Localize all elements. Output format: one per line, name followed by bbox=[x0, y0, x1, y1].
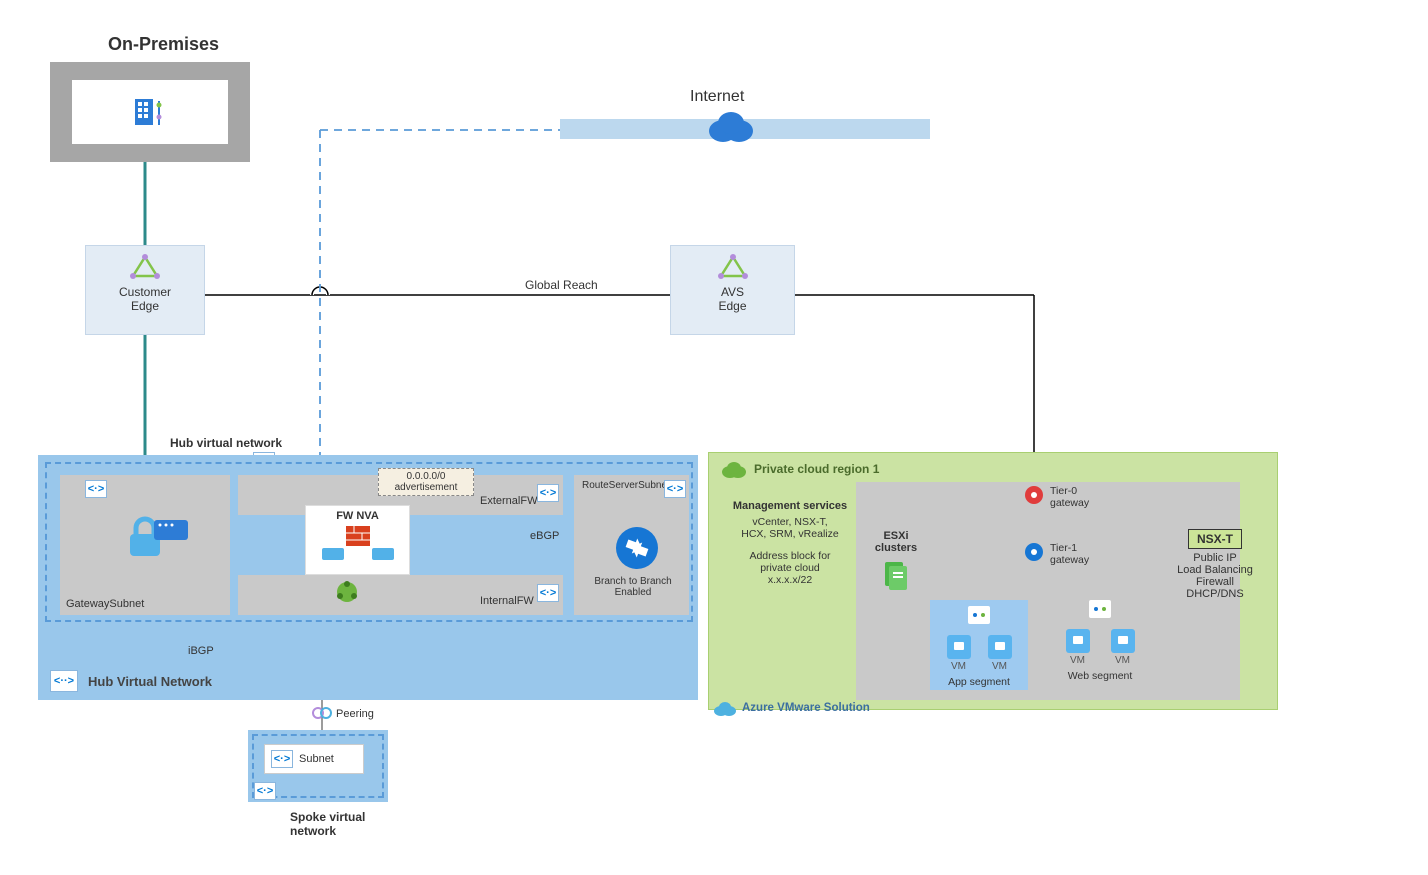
spoke-subnet-box: <·> Subnet bbox=[264, 744, 364, 774]
app-vm1-label: VM bbox=[947, 661, 971, 672]
nsx-l1: Public IP bbox=[1160, 552, 1270, 564]
branch-l1: Branch to Branch bbox=[588, 576, 678, 587]
mgmt-l2: HCX, SRM, vRealize bbox=[730, 528, 850, 540]
route-server-label: RouteServerSubnet bbox=[582, 480, 664, 491]
esxi-block: ESXi clusters bbox=[866, 530, 926, 593]
advertisement-badge: 0.0.0.0/0 advertisement bbox=[378, 468, 474, 496]
t1-l2: gateway bbox=[1050, 554, 1089, 566]
int-fw-icon: <·> bbox=[537, 584, 559, 602]
on-prem-title: On-Premises bbox=[108, 34, 219, 55]
esxi-l1: ESXi bbox=[866, 530, 926, 542]
mgmt-title: Management services bbox=[730, 500, 850, 512]
customer-edge-l1: Customer bbox=[86, 285, 204, 299]
customer-edge-box: Customer Edge bbox=[85, 245, 205, 335]
branch-label: Branch to Branch Enabled bbox=[588, 576, 678, 598]
t0-l1: Tier-0 bbox=[1050, 485, 1089, 497]
app-vm2-icon bbox=[988, 635, 1012, 659]
spoke-subnet-icon: <·> bbox=[271, 750, 293, 768]
avs-edge-box: AVS Edge bbox=[670, 245, 795, 335]
gw-subnet-icon: <·> bbox=[85, 480, 107, 498]
tier0-icon bbox=[1024, 485, 1044, 505]
global-reach-label: Global Reach bbox=[525, 278, 598, 292]
fw-nva-label: FW NVA bbox=[306, 510, 409, 522]
adv-l2: advertisement bbox=[385, 482, 467, 493]
hub-tab-label: Hub virtual network bbox=[170, 436, 282, 450]
web-vm1-label: VM bbox=[1066, 655, 1090, 666]
web-segment-box: VM VM Web segment bbox=[1055, 600, 1145, 682]
nsx-l2: Load Balancing bbox=[1160, 564, 1270, 576]
web-vm1-icon bbox=[1066, 629, 1090, 653]
route-server-icon bbox=[614, 525, 660, 571]
avs-footer-icon bbox=[712, 700, 738, 718]
cloud-icon bbox=[703, 107, 757, 147]
internal-fw-label: InternalFW bbox=[480, 595, 534, 607]
gateway-subnet-label: GatewaySubnet bbox=[66, 598, 144, 610]
app-switch-icon bbox=[968, 606, 990, 624]
app-segment-box: VM VM App segment bbox=[930, 600, 1028, 690]
nsx-block: NSX-T Public IP Load Balancing Firewall … bbox=[1160, 532, 1270, 600]
tier1-label: Tier-1 gateway bbox=[1050, 542, 1089, 566]
adv-l1: 0.0.0.0/0 bbox=[385, 471, 467, 482]
on-prem-inner bbox=[72, 80, 228, 144]
branch-l2: Enabled bbox=[588, 587, 678, 598]
rs-subnet-icon: <·> bbox=[664, 480, 686, 498]
spoke-t1: Spoke virtual bbox=[290, 810, 365, 824]
spoke-panel-icon: <·> bbox=[254, 782, 276, 800]
tier0-label: Tier-0 gateway bbox=[1050, 485, 1089, 509]
vnet-gateway-icon bbox=[130, 510, 190, 558]
tier1-icon bbox=[1024, 542, 1044, 562]
mgmt-l1: vCenter, NSX-T, bbox=[730, 516, 850, 528]
customer-edge-l2: Edge bbox=[86, 299, 204, 313]
avs-edge-l2: Edge bbox=[671, 299, 794, 313]
external-fw-label: ExternalFW bbox=[480, 495, 537, 507]
nsx-l4: DHCP/DNS bbox=[1160, 588, 1270, 600]
private-cloud-icon bbox=[720, 460, 748, 480]
load-balancer-icon bbox=[333, 578, 361, 606]
mgmt-a2: private cloud bbox=[730, 562, 850, 574]
edge-icon bbox=[130, 254, 160, 282]
t0-l2: gateway bbox=[1050, 497, 1089, 509]
mgmt-a1: Address block for bbox=[730, 550, 850, 562]
peering-label: Peering bbox=[336, 708, 374, 720]
avs-footer-label: Azure VMware Solution bbox=[742, 702, 870, 714]
app-seg-label: App segment bbox=[938, 676, 1020, 688]
web-seg-label: Web segment bbox=[1055, 670, 1145, 682]
mgmt-block: Management services vCenter, NSX-T, HCX,… bbox=[730, 500, 850, 586]
t1-l1: Tier-1 bbox=[1050, 542, 1089, 554]
peering-icon bbox=[312, 706, 332, 720]
app-vm1-icon bbox=[947, 635, 971, 659]
building-icon bbox=[133, 95, 167, 129]
on-prem-frame bbox=[50, 62, 250, 162]
avs-edge-l1: AVS bbox=[671, 285, 794, 299]
private-cloud-title: Private cloud region 1 bbox=[754, 462, 879, 476]
mgmt-a3: x.x.x.x/22 bbox=[730, 574, 850, 586]
hub-panel-icon: <··> bbox=[50, 670, 78, 692]
web-switch-icon bbox=[1089, 600, 1111, 618]
app-vm2-label: VM bbox=[988, 661, 1012, 672]
edge-icon bbox=[718, 254, 748, 282]
web-vm2-label: VM bbox=[1111, 655, 1135, 666]
spoke-title: Spoke virtual network bbox=[290, 810, 365, 838]
firewall-icon bbox=[318, 522, 398, 562]
hub-panel-label: Hub Virtual Network bbox=[88, 674, 212, 689]
nsx-l3: Firewall bbox=[1160, 576, 1270, 588]
esxi-l2: clusters bbox=[866, 542, 926, 554]
ext-fw-icon: <·> bbox=[537, 484, 559, 502]
spoke-t2: network bbox=[290, 824, 365, 838]
ebgp-label: eBGP bbox=[530, 530, 559, 542]
nsx-title: NSX-T bbox=[1188, 529, 1242, 549]
esxi-icon bbox=[881, 560, 911, 590]
fw-nva-box: FW NVA bbox=[305, 505, 410, 575]
internet-label: Internet bbox=[690, 88, 744, 106]
web-vm2-icon bbox=[1111, 629, 1135, 653]
spoke-subnet-label: Subnet bbox=[299, 753, 334, 765]
ibgp-label: iBGP bbox=[188, 645, 214, 657]
